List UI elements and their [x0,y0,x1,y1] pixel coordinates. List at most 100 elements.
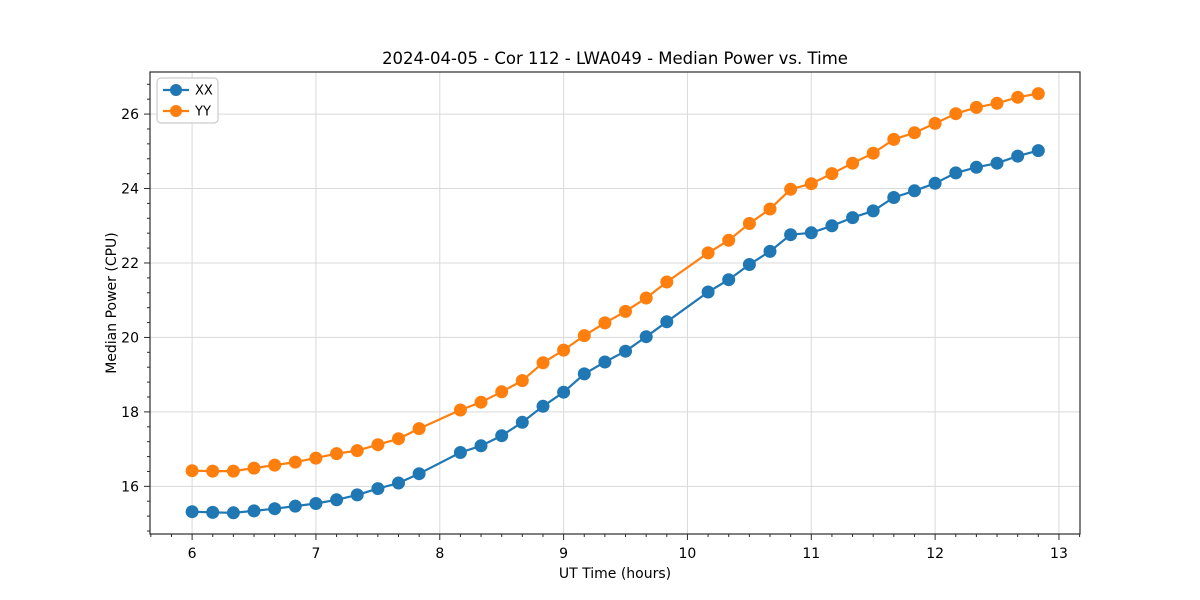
series-xx-marker [392,476,405,490]
series-xx [185,144,1045,520]
y-tick-labels: 16 18 20 22 24 26 [121,107,139,495]
series-yy-marker [577,329,591,343]
series-yy-line [192,92,1039,473]
series-xx-marker [784,228,798,242]
x-tick-label: 13 [1050,546,1068,562]
series-yy-marker [742,217,756,230]
series-yy-marker [557,343,571,357]
legend-marker-swatch [170,84,182,96]
series-xx-marker [866,204,880,218]
series-yy-marker [515,374,529,388]
series-yy-marker [495,385,509,399]
series-yy-marker [288,455,302,469]
series-yy-marker [453,403,467,417]
series-yy-marker [185,464,199,478]
series-yy-marker [949,107,963,121]
x-tick-label: 7 [311,546,320,562]
y-tick-label: 26 [121,107,139,123]
series-yy-marker [309,451,323,465]
series-xx-marker [495,429,509,443]
series-xx-marker [412,467,426,481]
series-xx-marker [846,211,860,225]
series-yy-marker [990,96,1004,110]
series-xx-marker [309,497,323,510]
y-tick-label: 24 [121,182,139,198]
series-xx-line [192,149,1039,514]
series-xx-marker [928,176,942,190]
y-tick-label: 22 [121,256,139,272]
axis-ticks [144,83,1081,540]
series-xx-marker [804,226,818,240]
x-tick-label: 9 [559,546,568,562]
series-xx-marker [226,506,240,520]
series-xx-marker [536,399,550,413]
series-yy-marker [206,464,220,478]
series-xx-marker [660,315,674,329]
series-xx-marker [288,499,302,513]
legend-marker-swatch [170,105,182,117]
grid [150,72,1080,534]
y-tick-label: 20 [121,330,139,346]
series-yy-marker [908,126,921,140]
y-axis-label: Median Power (CPU) [104,232,120,374]
series-xx-marker [185,505,199,519]
series-yy-marker [268,458,282,472]
series-xx-marker [908,184,921,198]
legend-item-xx: XX [163,84,213,99]
series-xx-marker [949,166,963,180]
series-xx-marker [763,244,777,258]
series-xx-marker [206,505,220,519]
series-yy-marker [722,233,736,247]
x-tick-label: 8 [435,546,444,562]
series-yy-marker [804,177,818,191]
series-xx-marker [577,367,591,381]
series-yy-marker [701,246,715,260]
series-yy [185,87,1045,478]
series-yy-marker [846,156,860,170]
series-xx-marker [515,415,529,429]
series-yy-marker [784,182,798,196]
series-yy-marker [763,202,777,216]
series-yy-marker [247,461,261,475]
series-yy-marker [825,167,839,181]
series-yy-marker [412,422,426,436]
series-yy-marker [598,316,612,330]
series-xx-marker [619,344,632,358]
series-xx-marker [247,504,261,518]
series-xx-marker [825,219,839,233]
series-xx-marker [1031,144,1045,158]
series-xx-marker [598,355,612,369]
series-xx-marker [330,493,344,507]
x-axis-label: UT Time (hours) [559,566,671,582]
y-tick-label: 18 [121,405,139,421]
y-tick-label: 16 [121,479,139,495]
series-xx-marker [453,446,467,459]
x-tick-label: 6 [188,546,197,562]
series-yy-marker [330,447,344,461]
series-xx-marker [639,330,653,344]
series-yy-marker [392,432,405,446]
series-yy-marker [536,356,550,370]
plot-area-border [149,71,1081,535]
series-yy-marker [350,444,364,458]
series-yy-marker [660,275,674,289]
x-tick-labels: 6 7 8 9 10 11 12 13 [188,546,1068,562]
series-yy-marker [619,304,632,318]
chart-title: 2024-04-05 - Cor 112 - LWA049 - Median P… [382,49,848,68]
series-xx-marker [1011,149,1025,163]
legend: XX YY [156,77,219,124]
series-xx-marker [887,191,901,204]
series-xx-marker [742,258,756,271]
series-xx-marker [701,285,715,299]
x-tick-label: 12 [926,546,944,562]
series-xx-marker [350,488,364,502]
legend-label: YY [194,105,211,120]
series-yy-marker [371,438,385,452]
series-xx-marker [990,156,1004,170]
series-yy-marker [1011,90,1025,104]
series-xx-marker [474,439,488,453]
series-xx-marker [268,502,282,516]
x-tick-label: 10 [679,546,697,562]
